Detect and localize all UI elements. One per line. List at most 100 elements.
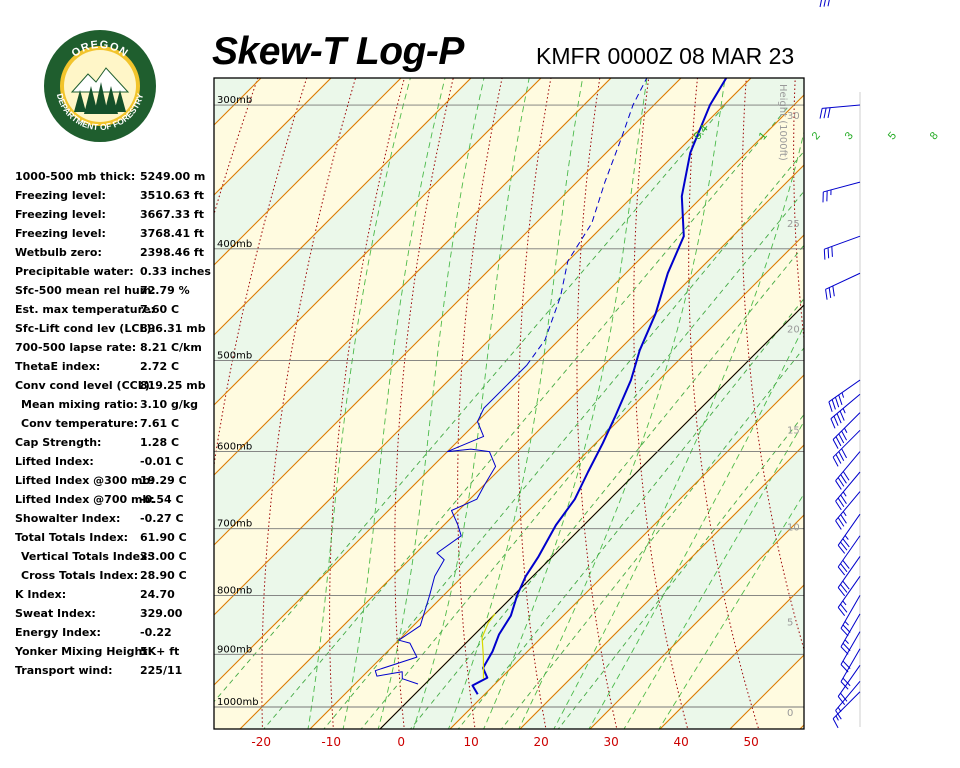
index-value: 28.90 C xyxy=(140,569,187,582)
pressure-label: 400mb xyxy=(217,239,252,250)
wind-barb-half-feather xyxy=(842,600,847,606)
x-tick-label: 50 xyxy=(744,735,759,749)
pressure-label: 600mb xyxy=(217,442,252,453)
index-row: Conv temperature: 7.61 C xyxy=(15,414,215,433)
index-label: Lifted Index @700 mb: xyxy=(15,493,155,506)
wind-barb-feather xyxy=(840,474,847,484)
wind-barb xyxy=(819,104,861,119)
index-value: 225/11 xyxy=(140,664,183,677)
wind-barb-feather xyxy=(841,448,848,459)
index-label: Total Totals Index: xyxy=(15,531,129,544)
wind-barb-feather xyxy=(842,580,850,590)
moist-adiabat xyxy=(342,78,446,729)
wind-barb-shaft xyxy=(824,235,861,250)
x-tick-label: 20 xyxy=(534,735,549,749)
index-value: -0.54 C xyxy=(140,493,184,506)
index-row: Total Totals Index: 61.90 C xyxy=(15,528,215,547)
wind-barb-feather xyxy=(832,439,839,449)
index-value: 819.25 mb xyxy=(140,379,206,392)
wind-barb-half-feather xyxy=(844,639,849,644)
index-row: Freezing level: 3768.41 ft xyxy=(15,224,215,243)
wind-barb xyxy=(822,181,861,203)
index-value: -0.27 C xyxy=(140,512,184,525)
wind-barb-feather xyxy=(840,627,849,637)
index-row: Energy Index: -0.22 xyxy=(15,623,215,642)
index-value: 896.31 mb xyxy=(140,322,206,335)
moist-adiabat xyxy=(412,78,530,729)
height-axis-label: Height (1000ft) xyxy=(777,84,788,161)
dry-adiabat xyxy=(793,78,804,343)
isotherm xyxy=(214,78,752,616)
index-label: Lifted Index: xyxy=(15,455,94,468)
index-row: Showalter Index: -0.27 C xyxy=(15,509,215,528)
wind-barb-feather xyxy=(828,287,832,299)
mixing-ratio-label: 5 xyxy=(886,130,899,142)
index-label: Freezing level: xyxy=(15,227,106,240)
wind-barb-shaft xyxy=(840,595,861,629)
wind-barb-shaft xyxy=(832,429,861,458)
moist-adiabat xyxy=(588,324,804,729)
logo-trees xyxy=(74,82,126,114)
wind-barb xyxy=(823,235,861,260)
wind-barb-feather xyxy=(833,415,839,426)
index-label: Mean mixing ratio: xyxy=(21,398,138,411)
wind-barb-feather xyxy=(831,399,836,410)
mixing-ratio-line xyxy=(214,104,726,703)
stability-indices-list: 1000-500 mb thick: 5249.00 m Freezing leve… xyxy=(15,167,215,680)
index-row: Vertical Totals Index: 33.00 C xyxy=(15,547,215,566)
wind-barb-feather xyxy=(835,710,842,720)
oregon-forestry-logo: OREGON DEPARTMENT OF FORESTRY xyxy=(44,30,156,142)
index-value: 2.72 C xyxy=(140,360,180,373)
wind-barb-feather xyxy=(835,454,842,464)
index-row: Conv cond level (CCL): 819.25 mb xyxy=(15,376,215,395)
pressure-label: 500mb xyxy=(217,350,252,361)
wind-barb-shaft xyxy=(840,648,861,682)
mixing-ratio-label: 3 xyxy=(843,130,856,142)
wind-barb-half-feather xyxy=(841,392,845,398)
wind-barb xyxy=(837,535,861,576)
index-row: 700-500 lapse rate: 8.21 C/km xyxy=(15,338,215,357)
x-tick-label: 10 xyxy=(464,735,479,749)
index-label: Showalter Index: xyxy=(15,512,121,525)
plot-border xyxy=(213,77,805,730)
wind-barb xyxy=(837,665,861,705)
pressure-label: 300mb xyxy=(217,95,252,106)
moist-adiabat xyxy=(448,78,584,729)
index-label: Precipitable water: xyxy=(15,265,134,278)
x-tick-label: -10 xyxy=(321,735,341,749)
wind-barb-feather xyxy=(842,677,851,687)
wind-barb xyxy=(840,595,861,637)
index-value: 7.61 C xyxy=(140,417,180,430)
index-label: Cross Totals Index: xyxy=(21,569,139,582)
height-tick-label: 15 xyxy=(787,425,800,436)
index-label: K Index: xyxy=(15,588,67,601)
wind-barb xyxy=(830,393,861,429)
height-tick-label: 20 xyxy=(787,324,800,335)
index-label: Transport wind: xyxy=(15,664,113,677)
wind-barb-feather xyxy=(832,285,835,297)
wind-barb-feather xyxy=(827,0,830,7)
index-row: Mean mixing ratio: 3.10 g/kg xyxy=(15,395,215,414)
wind-barb xyxy=(837,556,861,597)
index-row: Est. max temperature: 7.60 C xyxy=(15,300,215,319)
wind-barb-shaft xyxy=(823,181,861,193)
height-tick-label: 10 xyxy=(787,523,800,534)
index-label: 1000-500 mb thick: xyxy=(15,170,136,183)
index-value: 2398.46 ft xyxy=(140,246,204,259)
index-row: ThetaE index: 2.72 C xyxy=(15,357,215,376)
wind-barb-feather xyxy=(841,430,848,441)
wind-barb xyxy=(825,272,861,300)
isotherm xyxy=(214,78,262,126)
wind-barb-feather xyxy=(837,566,846,576)
index-value: 61.90 C xyxy=(140,531,187,544)
wind-barb xyxy=(832,412,861,449)
wind-barb-shaft xyxy=(828,379,861,403)
wind-barb-feather xyxy=(840,563,848,573)
index-label: Est. max temperature: xyxy=(15,303,155,316)
wind-barb-feather xyxy=(838,433,845,444)
wind-barb-feather xyxy=(840,541,848,551)
index-label: Yonker Mixing Height: xyxy=(15,645,152,658)
wind-barb-feather xyxy=(840,583,848,593)
